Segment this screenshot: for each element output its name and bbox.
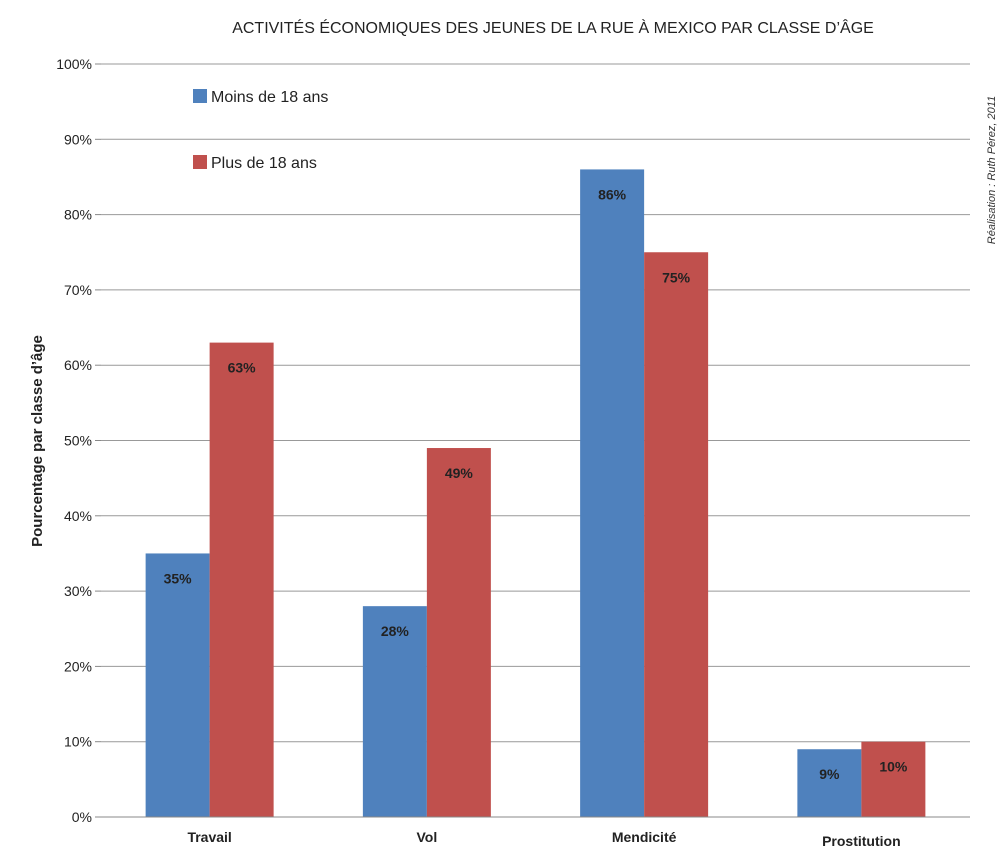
y-axis-label: Pourcentage par classe d’âge bbox=[29, 335, 46, 547]
legend-label-moins-18: Moins de 18 ans bbox=[211, 89, 328, 106]
bars bbox=[145, 169, 926, 818]
data-label: 86% bbox=[598, 186, 627, 202]
legend: Moins de 18 ans Plus de 18 ans bbox=[193, 89, 328, 172]
bar-moins-18-vol bbox=[362, 606, 427, 817]
chart-title: ACTIVITÉS ÉCONOMIQUES DES JEUNES DE LA R… bbox=[232, 18, 874, 37]
legend-swatch-plus-18 bbox=[193, 155, 207, 169]
y-tick-label: 50% bbox=[64, 433, 92, 449]
y-tick-label: 60% bbox=[64, 357, 92, 373]
y-tick-label: 20% bbox=[64, 658, 92, 674]
data-label: 28% bbox=[381, 623, 410, 639]
x-tick-label: Vol bbox=[417, 829, 438, 845]
y-tick-label: 0% bbox=[72, 809, 92, 825]
data-label: 9% bbox=[819, 766, 840, 782]
bar-moins-18-travail bbox=[145, 553, 210, 817]
y-tick-labels: 0% 10% 20% 30% 40% 50% 60% 70% 80% 90% 100% bbox=[56, 56, 92, 825]
x-tick-labels: Travail Vol Mendicité Prostitution bbox=[187, 829, 900, 849]
credit-text: Réalisation : Ruth Pérez, 2011 bbox=[986, 96, 998, 244]
bar-moins-18-mendicité bbox=[580, 169, 645, 818]
bar-plus-18-mendicité bbox=[644, 252, 709, 817]
x-tick-label: Prostitution bbox=[822, 833, 901, 849]
data-label: 35% bbox=[164, 570, 193, 586]
y-tick-label: 100% bbox=[56, 56, 92, 72]
bar-plus-18-travail bbox=[209, 342, 274, 817]
x-tick-label: Travail bbox=[187, 829, 231, 845]
legend-label-plus-18: Plus de 18 ans bbox=[211, 155, 317, 172]
data-label: 10% bbox=[879, 759, 908, 775]
data-label: 63% bbox=[228, 360, 257, 376]
data-labels: 35% 63% 28% 49% 86% 75% 9% 10% bbox=[164, 186, 908, 782]
legend-swatch-moins-18 bbox=[193, 89, 207, 103]
data-label: 49% bbox=[445, 465, 474, 481]
y-tick-label: 80% bbox=[64, 207, 92, 223]
y-tick-label: 70% bbox=[64, 282, 92, 298]
y-tick-label: 90% bbox=[64, 131, 92, 147]
bar-plus-18-prostitution bbox=[861, 741, 926, 817]
y-tick-label: 40% bbox=[64, 508, 92, 524]
x-tick-label: Mendicité bbox=[612, 829, 677, 845]
data-label: 75% bbox=[662, 269, 691, 285]
bar-plus-18-vol bbox=[426, 448, 491, 817]
y-tick-label: 10% bbox=[64, 734, 92, 750]
bar-moins-18-prostitution bbox=[797, 749, 862, 817]
y-tick-label: 30% bbox=[64, 583, 92, 599]
